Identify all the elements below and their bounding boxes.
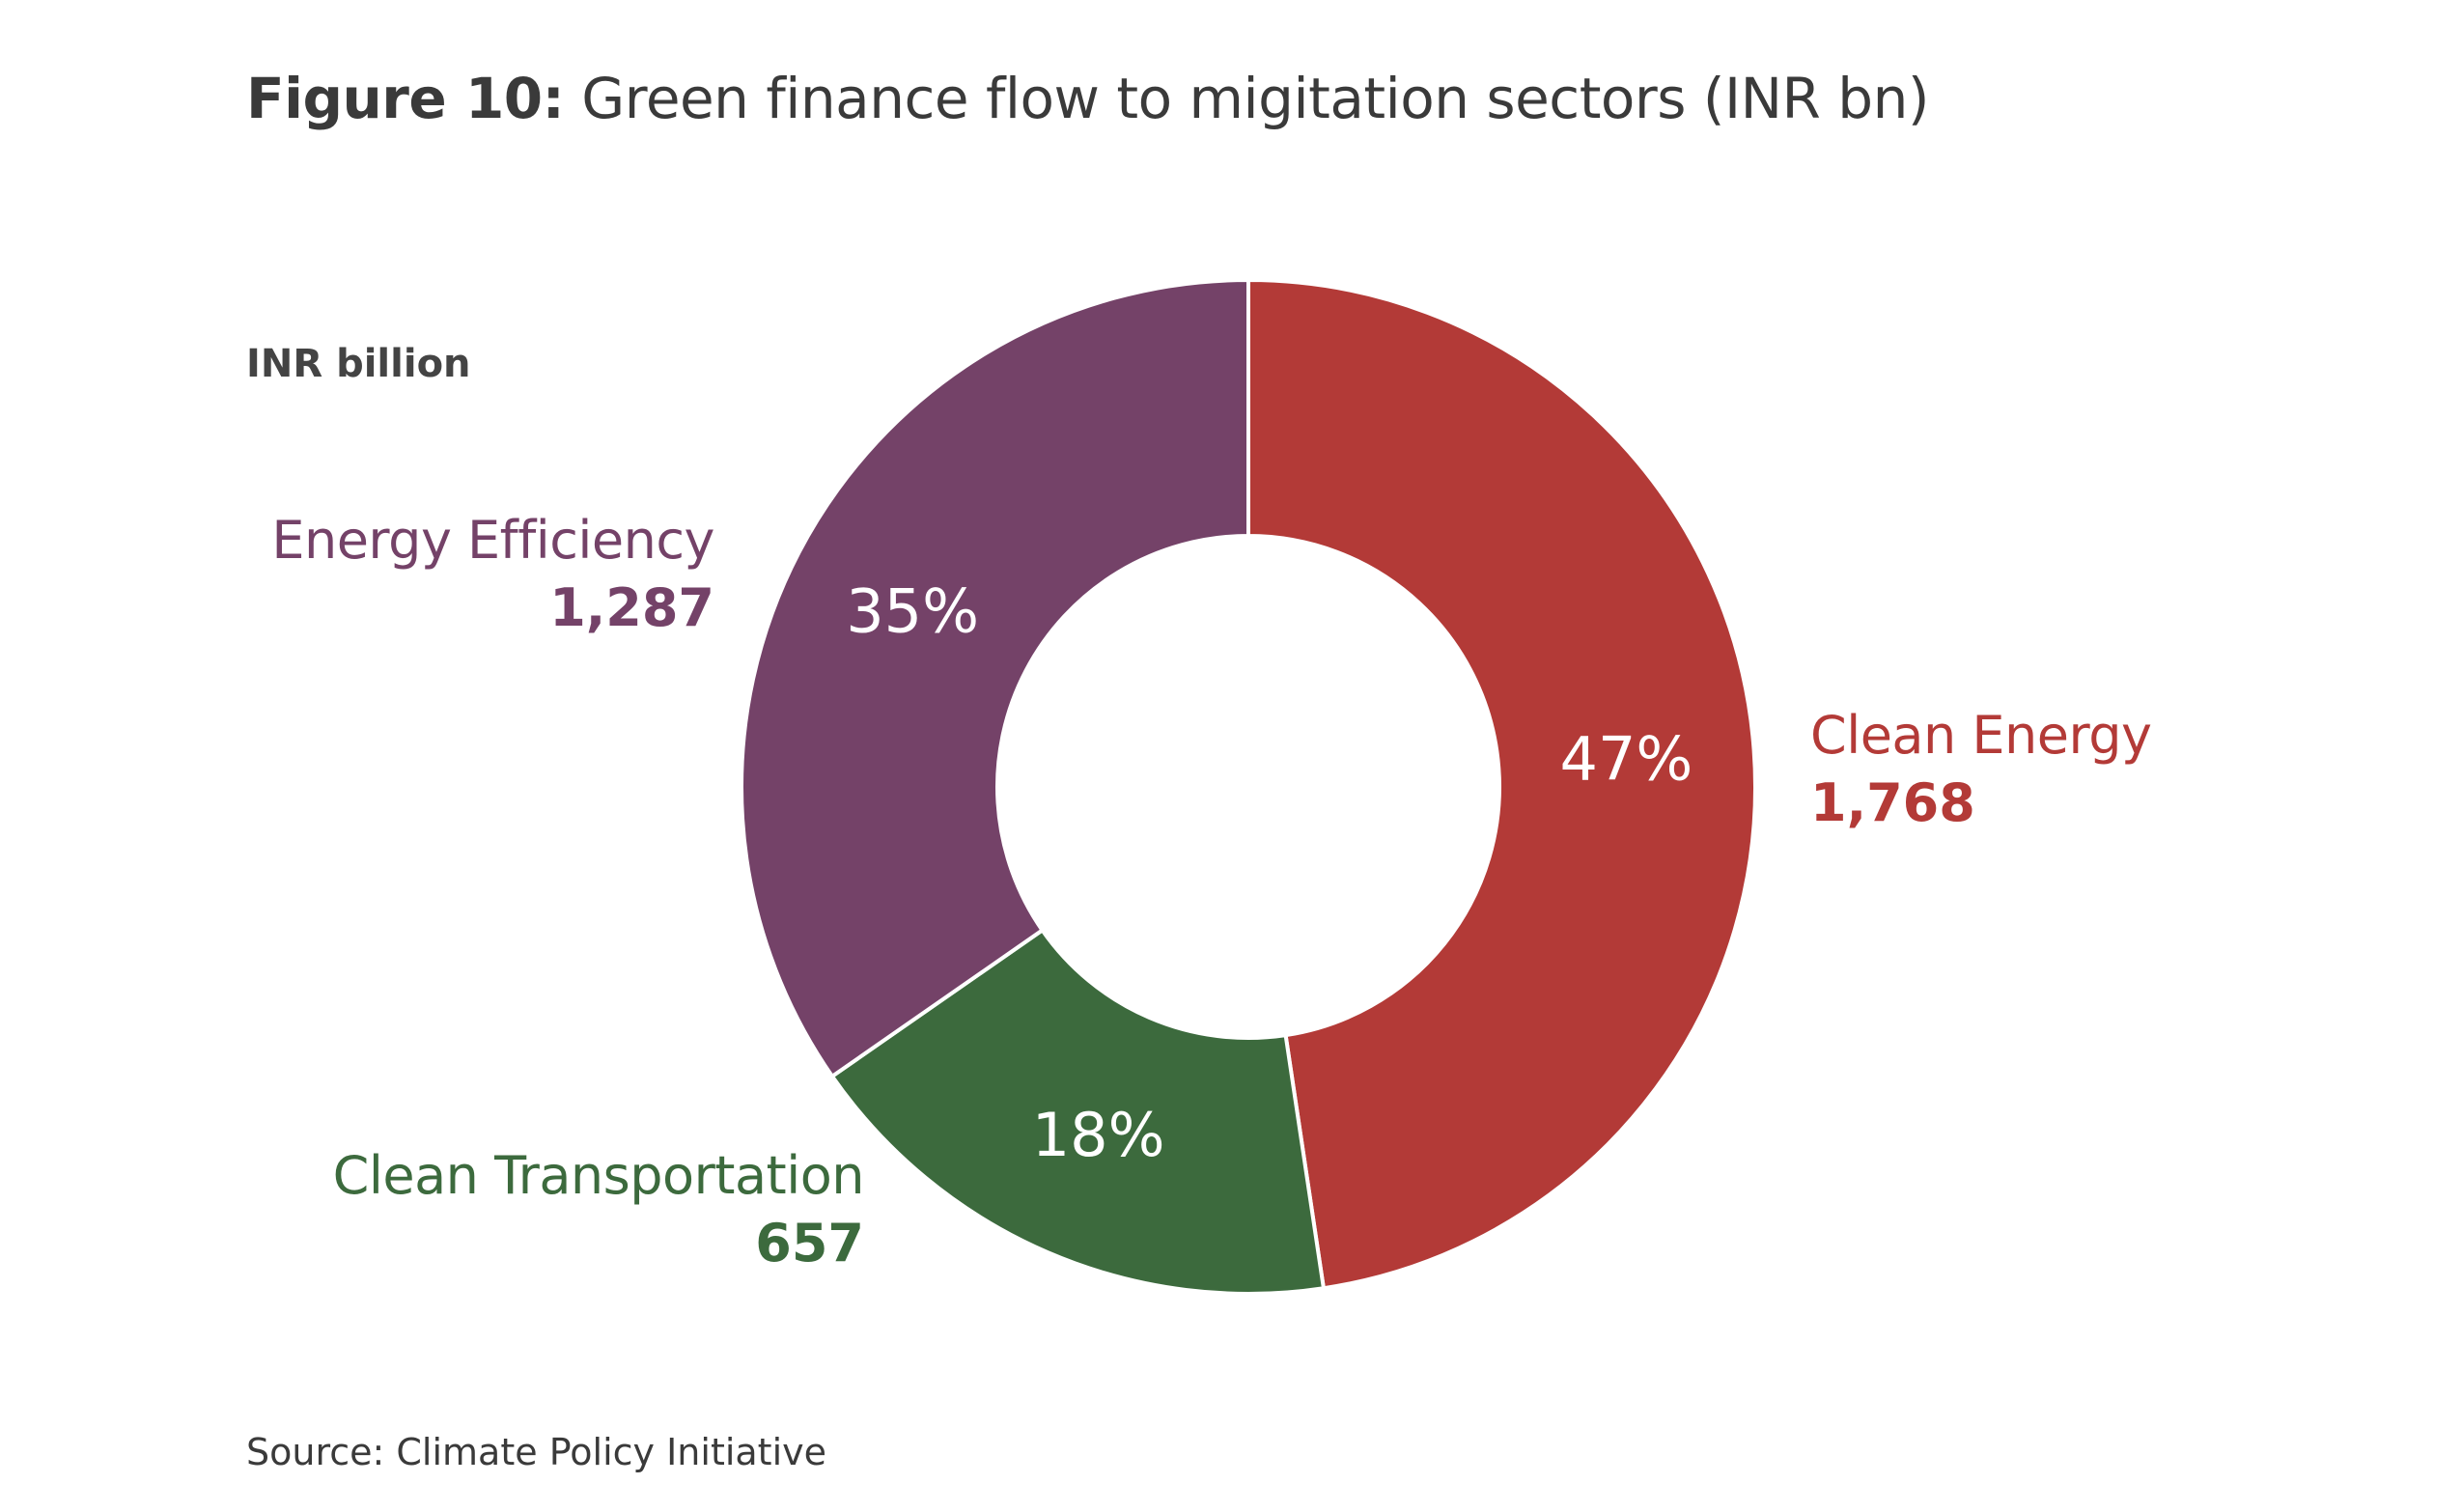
label-clean-transportation-name: Clean Transportation — [332, 1145, 865, 1206]
donut-slice-clean-transportation — [829, 927, 1327, 1296]
label-energy-efficiency-value: 1,287 — [549, 577, 714, 638]
figure-title-text: Green finance flow to migitation sectors… — [581, 66, 1929, 131]
label-clean-energy-value: 1,768 — [1810, 772, 1975, 833]
label-clean-transportation: Clean Transportation 657 — [332, 1142, 865, 1277]
percent-label-clean-energy: 47% — [1560, 723, 1693, 794]
donut-slice-energy-efficiency — [740, 277, 1250, 1079]
unit-label: INR billion — [246, 342, 471, 386]
figure-title: Figure 10: Green finance flow to migitat… — [246, 60, 1929, 137]
label-clean-energy-name: Clean Energy — [1810, 705, 2152, 766]
label-clean-transportation-value: 657 — [755, 1213, 864, 1274]
percent-label-energy-efficiency: 35% — [846, 576, 979, 647]
figure-number: Figure 10: — [246, 66, 565, 131]
label-energy-efficiency-name: Energy Efficiency — [271, 510, 714, 571]
source-note: Source: Climate Policy Initiative — [246, 1431, 827, 1473]
label-clean-energy: Clean Energy 1,768 — [1810, 702, 2152, 837]
percent-label-clean-transportation: 18% — [1032, 1100, 1165, 1170]
label-energy-efficiency: Energy Efficiency 1,287 — [271, 507, 714, 642]
donut-slice-clean-energy — [1246, 277, 1757, 1291]
